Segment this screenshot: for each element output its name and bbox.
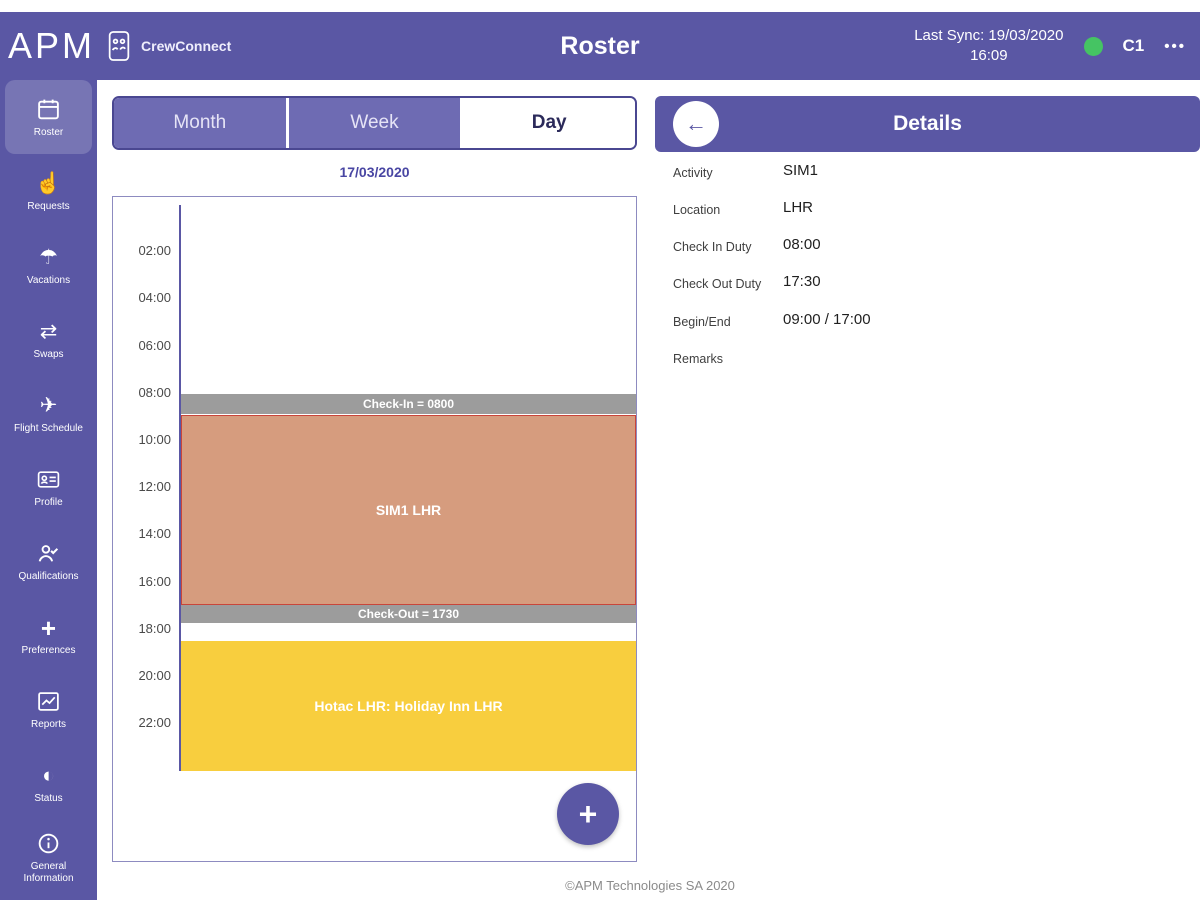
page-title: Roster <box>560 31 640 60</box>
half-circle-icon: ◐ <box>42 764 55 787</box>
hand-pointer-icon: ☝ <box>35 172 62 195</box>
event-label: Check-Out = 1730 <box>357 607 460 621</box>
day-calendar: 02:00 04:00 06:00 08:00 10:00 12:00 14:0… <box>112 196 637 862</box>
field-label: Begin/End <box>673 314 731 329</box>
time-label: 06:00 <box>138 338 171 353</box>
sidebar-item-label: Preferences <box>21 644 76 656</box>
field-label: Check In Duty <box>673 240 752 255</box>
event-label: Check-In = 0800 <box>362 397 455 411</box>
field-label: Location <box>673 203 721 218</box>
sidebar-item-flight-schedule[interactable]: ✈ Flight Schedule <box>0 376 97 450</box>
airplane-icon: ✈ <box>39 394 58 417</box>
view-tabbar: Month Week Day <box>112 96 637 150</box>
header-right-group: Last Sync: 19/03/2020 16:09 C1 ••• <box>914 12 1186 80</box>
last-sync-time: 16:09 <box>970 47 1008 64</box>
last-sync-date: Last Sync: 19/03/2020 <box>914 26 1064 44</box>
sidebar-item-label: Status <box>34 792 63 804</box>
field-value: SIM1 <box>783 162 819 179</box>
time-label: 20:00 <box>138 668 171 683</box>
details-header: Details ← <box>655 96 1200 152</box>
detail-row-activity: Activity SIM1 <box>673 162 1173 182</box>
sidebar-item-label: Profile <box>34 496 63 508</box>
time-grid: 02:00 04:00 06:00 08:00 10:00 12:00 14:0… <box>113 205 636 771</box>
tab-week[interactable]: Week <box>288 98 461 148</box>
sidebar-item-requests[interactable]: ☝ Requests <box>0 154 97 228</box>
event-label: Hotac LHR: Holiday Inn LHR <box>314 698 503 714</box>
tab-month[interactable]: Month <box>114 98 286 148</box>
time-label: 02:00 <box>138 243 171 258</box>
sidebar-item-general-information[interactable]: General Information <box>0 820 97 894</box>
detail-row-begin-end: Begin/End 09:00 / 17:00 <box>673 311 1173 331</box>
chart-icon <box>36 688 61 716</box>
app-header: APM CrewConnect Roster Last Sync: 19/03/… <box>0 12 1200 80</box>
sidebar-item-profile[interactable]: Profile <box>0 450 97 524</box>
time-label: 18:00 <box>138 621 171 636</box>
time-label: 14:00 <box>138 526 171 541</box>
detail-row-remarks: Remarks <box>673 348 1173 368</box>
crewconnect-app-icon <box>105 29 133 63</box>
crew-code-badge[interactable]: C1 <box>1122 36 1145 55</box>
sidebar-item-vacations[interactable]: ☂ Vacations <box>0 228 97 302</box>
sync-status-dot <box>1083 36 1103 56</box>
sidebar-item-status[interactable]: ◐ Status <box>0 746 97 820</box>
sidebar-item-reports[interactable]: Reports <box>0 672 97 746</box>
tab-day[interactable]: Day <box>463 98 635 148</box>
info-icon <box>36 830 61 858</box>
detail-row-check-out-duty: Check Out Duty 17:30 <box>673 273 1173 293</box>
back-button[interactable]: ← <box>673 101 719 147</box>
app-name: CrewConnect <box>141 38 232 54</box>
sidebar-item-label: Vacations <box>26 274 71 286</box>
sidebar-item-label: General Information <box>23 860 74 884</box>
umbrella-icon: ☂ <box>39 246 58 269</box>
last-sync-info: Last Sync: 19/03/2020 16:09 <box>914 26 1063 67</box>
field-value: LHR <box>783 199 814 217</box>
event-label: SIM1 LHR <box>375 502 442 518</box>
field-label: Remarks <box>673 351 724 366</box>
field-value: 09:00 / 17:00 <box>783 310 871 328</box>
detail-row-check-in-duty: Check In Duty 08:00 <box>673 236 1173 256</box>
id-card-icon <box>36 466 61 494</box>
plus-icon: + <box>40 612 57 643</box>
overflow-menu-icon[interactable]: ••• <box>1164 37 1186 55</box>
sidebar-item-label: Qualifications <box>18 570 79 582</box>
sidebar-nav: Roster ☝ Requests ☂ Vacations ⇄ Swaps ✈ … <box>0 80 97 900</box>
time-label: 08:00 <box>138 385 171 400</box>
time-label: 22:00 <box>138 715 171 730</box>
event-hotac[interactable]: Hotac LHR: Holiday Inn LHR <box>181 641 636 771</box>
sidebar-item-label: Requests <box>27 200 70 212</box>
time-label: 16:00 <box>138 574 171 589</box>
event-check-out[interactable]: Check-Out = 1730 <box>181 605 636 623</box>
swap-arrows-icon: ⇄ <box>39 320 58 343</box>
sidebar-item-label: Flight Schedule <box>14 422 83 434</box>
sidebar-item-label: Swaps <box>33 348 64 360</box>
field-label: Check Out Duty <box>673 277 762 292</box>
field-value: 17:30 <box>783 273 821 291</box>
sidebar-item-label: Roster <box>33 126 64 138</box>
time-label: 12:00 <box>138 479 171 494</box>
event-check-in[interactable]: Check-In = 0800 <box>181 394 636 414</box>
field-label: Activity <box>673 166 713 180</box>
sidebar-item-qualifications[interactable]: Qualifications <box>0 524 97 598</box>
details-title: Details <box>893 112 962 135</box>
details-body: Activity SIM1 Location LHR Check In Duty… <box>673 162 1173 385</box>
time-label: 04:00 <box>138 290 171 305</box>
apm-logo: APM <box>8 25 96 66</box>
time-label: 10:00 <box>138 432 171 447</box>
selected-date: 17/03/2020 <box>339 164 410 180</box>
time-axis-line <box>179 205 181 771</box>
add-event-button[interactable]: + <box>557 783 619 845</box>
sidebar-item-label: Reports <box>30 718 66 730</box>
sidebar-item-preferences[interactable]: + Preferences <box>0 598 97 672</box>
copyright-footer: ©APM Technologies SA 2020 <box>565 878 735 893</box>
event-sim1-duty[interactable]: SIM1 LHR <box>181 415 636 605</box>
field-value: 08:00 <box>783 236 821 254</box>
sidebar-item-swaps[interactable]: ⇄ Swaps <box>0 302 97 376</box>
events-lane: Check-In = 0800 SIM1 LHR Check-Out = 173… <box>181 205 636 771</box>
person-check-icon <box>36 540 61 568</box>
sidebar-item-roster[interactable]: Roster <box>5 80 92 154</box>
calendar-icon <box>36 96 61 124</box>
detail-row-location: Location LHR <box>673 199 1173 219</box>
back-arrow-icon: ← <box>685 111 707 136</box>
